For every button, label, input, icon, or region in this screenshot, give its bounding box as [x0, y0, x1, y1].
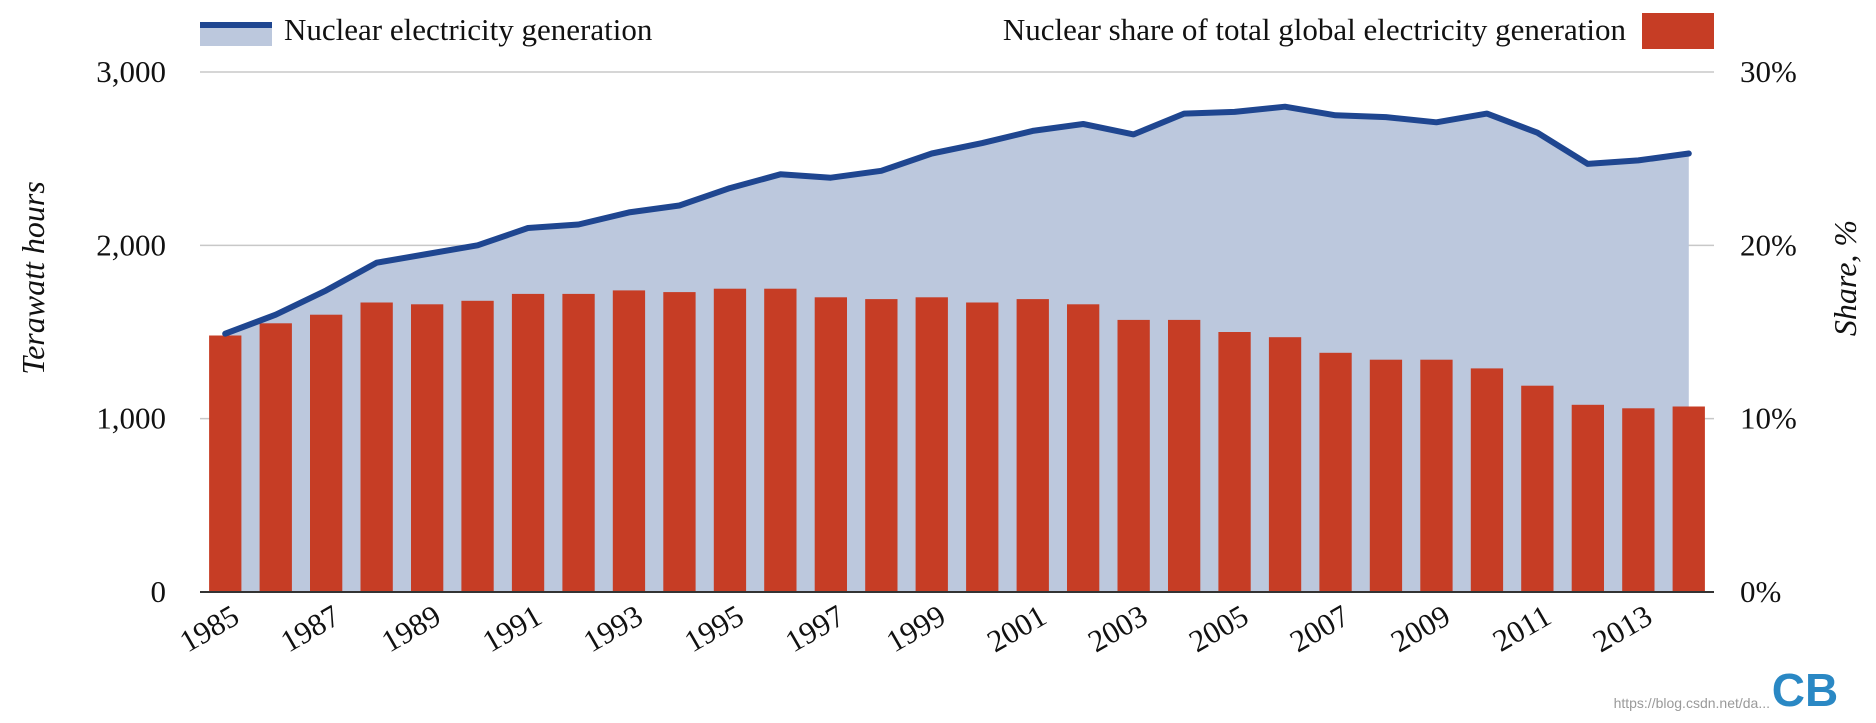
left-tick-label: 2,000: [96, 227, 166, 262]
x-tick-label: 2007: [1284, 598, 1355, 659]
share-bar: [1067, 304, 1100, 592]
share-bar: [1218, 332, 1251, 592]
right-tick-label: 30%: [1740, 54, 1797, 89]
left-axis-ticks: 0 1,000 2,000 3,000: [96, 54, 166, 609]
generation-line: [222, 103, 1692, 337]
share-bar: [411, 304, 444, 592]
left-axis-title: Terawatt hours: [15, 181, 51, 375]
x-tick-label: 2011: [1487, 598, 1557, 659]
share-bar: [259, 323, 292, 592]
x-tick-label: 2001: [981, 598, 1052, 659]
legend-line-label: Nuclear electricity generation: [284, 12, 653, 47]
share-bar: [1420, 359, 1453, 592]
share-bar: [663, 292, 696, 592]
right-tick-label: 10%: [1740, 401, 1797, 436]
share-bar: [612, 290, 646, 592]
share-bar: [1117, 319, 1150, 592]
share-bars: [209, 288, 1705, 592]
legend-bar-swatch: [1642, 13, 1714, 49]
share-bar: [1571, 404, 1604, 592]
x-tick-label: 2013: [1587, 598, 1658, 659]
x-tick-label: 1985: [174, 598, 245, 659]
x-tick-label: 1999: [880, 598, 951, 659]
share-bar: [1369, 359, 1403, 592]
generation-area: [225, 106, 1689, 592]
share-bar: [814, 297, 847, 592]
share-bar: [713, 288, 747, 592]
share-bar: [209, 335, 242, 592]
left-tick-label: 3,000: [96, 54, 166, 89]
left-tick-label: 1,000: [96, 401, 166, 436]
share-bar: [1470, 368, 1504, 592]
share-bar: [511, 293, 545, 592]
carbon-brief-logo: CB: [1772, 664, 1838, 716]
watermark-text: https://blog.csdn.net/da...: [1614, 695, 1770, 711]
share-bar: [1319, 352, 1352, 592]
share-bar: [966, 302, 999, 592]
legend: Nuclear electricity generation Nuclear s…: [200, 12, 1714, 49]
share-bar: [1521, 385, 1554, 592]
x-tick-label: 2009: [1385, 598, 1456, 659]
right-axis-ticks: 0% 10% 20% 30%: [1740, 54, 1797, 609]
right-tick-label: 0%: [1740, 574, 1781, 609]
share-bar: [1622, 408, 1655, 592]
legend-bar-label: Nuclear share of total global electricit…: [1003, 12, 1627, 47]
share-bar: [360, 302, 393, 592]
x-tick-label: 2005: [1183, 598, 1254, 659]
x-tick-label: 1993: [577, 598, 648, 659]
legend-line-swatch: [200, 22, 272, 28]
x-tick-label: 1997: [779, 598, 850, 659]
x-tick-label: 2003: [1082, 598, 1153, 659]
right-tick-label: 20%: [1740, 227, 1797, 262]
right-axis-title: Share, %: [1827, 220, 1863, 336]
share-bar: [764, 288, 797, 592]
x-axis-ticks: 1985 1987 1989 1991 1993 1995 1997 1999 2001 2003…: [174, 598, 1658, 659]
share-bar: [915, 297, 948, 592]
share-bar: [461, 300, 494, 592]
share-bar: [1016, 299, 1049, 592]
share-bar: [1268, 337, 1302, 592]
x-tick-label: 1991: [476, 598, 547, 659]
share-bar: [310, 314, 343, 592]
left-tick-label: 0: [151, 574, 167, 609]
share-bar: [1168, 319, 1201, 592]
x-tick-label: 1989: [375, 598, 446, 659]
x-tick-label: 1987: [274, 598, 345, 659]
x-tick-label: 1995: [678, 598, 749, 659]
share-bar: [562, 293, 595, 592]
share-bar: [865, 299, 898, 592]
share-bar: [1672, 406, 1705, 592]
